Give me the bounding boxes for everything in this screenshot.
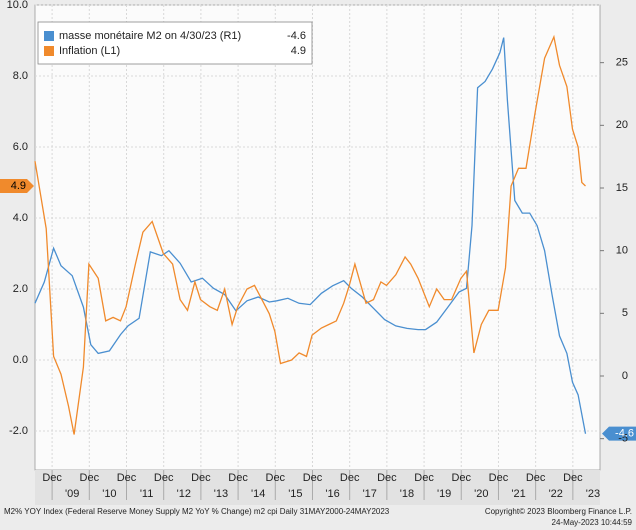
footer-source: M2% YOY Index (Federal Reserve Money Sup… (4, 507, 390, 516)
x-axis-band (35, 470, 600, 505)
x-tick-label: Dec (154, 472, 174, 484)
x-year-label: '11 (140, 488, 154, 500)
x-tick-label: Dec (340, 472, 360, 484)
legend-swatch (44, 31, 54, 41)
y2-tick-label: 0 (622, 370, 628, 382)
legend: masse monétaire M2 on 4/30/23 (R1) -4.6 In… (37, 21, 313, 65)
x-year-label: '14 (251, 488, 265, 500)
x-tick-label: Dec (80, 472, 100, 484)
legend-label: masse monétaire M2 on 4/30/23 (R1) (59, 30, 241, 42)
x-year-label: '10 (102, 488, 116, 500)
y-tick-label: 2.0 (13, 283, 28, 295)
x-tick-label: Dec (117, 472, 137, 484)
value-tag-label: -4.6 (615, 428, 634, 440)
series-line (34, 34, 586, 435)
x-tick-label: Dec (303, 472, 323, 484)
y-tick-label: 8.0 (13, 70, 28, 82)
x-tick-label: Dec (191, 472, 211, 484)
x-tick-label: Dec (451, 472, 471, 484)
y2-tick-label: 25 (616, 57, 628, 69)
y-tick-label: -2.0 (9, 425, 28, 437)
lines (0, 34, 636, 441)
x-tick-label: Dec (266, 472, 286, 484)
x-year-label: '20 (474, 488, 488, 500)
plot-area (34, 4, 601, 471)
value-tag (602, 426, 636, 441)
legend-label: Inflation (L1) (59, 45, 120, 57)
x-year-label: '17 (363, 488, 377, 500)
x-tick-label: Dec (377, 472, 397, 484)
legend-value: -4.6 (287, 30, 306, 42)
y2-tick-label: 15 (616, 182, 628, 194)
y-tick-label: 0.0 (13, 354, 28, 366)
legend-value: 4.9 (291, 45, 306, 57)
x-tick-label: Dec (489, 472, 509, 484)
x-year-label: '16 (325, 488, 339, 500)
legend-swatch (44, 46, 54, 56)
y-tick-label: 4.0 (13, 212, 28, 224)
y2-tick-label: 20 (616, 119, 628, 131)
x-year-label: '19 (437, 488, 451, 500)
value-tag-label: 4.9 (11, 180, 26, 192)
x-year-label: '18 (400, 488, 414, 500)
x-year-label: '12 (177, 488, 191, 500)
y2-tick-label: -5 (618, 433, 628, 445)
x-tick-label: Dec (563, 472, 583, 484)
x-year-label: '15 (288, 488, 302, 500)
x-year-label: '23 (586, 488, 600, 500)
x-tick-label: Dec (526, 472, 546, 484)
footer-timestamp: 24-May-2023 10:44:59 (552, 518, 633, 527)
y2-tick-label: 5 (622, 307, 628, 319)
x-tick-label: Dec (42, 472, 62, 484)
y-tick-label: 6.0 (13, 141, 28, 153)
series-line (34, 37, 587, 434)
x-year-label: '21 (511, 488, 525, 500)
footer-copyright: Copyright© 2023 Bloomberg Finance L.P. (485, 507, 632, 516)
labels: -2.0 0.0 2.0 4.0 6.0 8.0 10.0 -5 0 5 10 15 20 25 Dec De… (7, 0, 634, 500)
x-year-label: '09 (65, 488, 79, 500)
x-tick-label: Dec (228, 472, 248, 484)
x-tick-label: Dec (414, 472, 434, 484)
x-year-label: '13 (214, 488, 228, 500)
value-tag (0, 179, 34, 194)
legend-box (37, 21, 313, 65)
grid (35, 4, 604, 500)
y-tick-label: 10.0 (7, 0, 28, 11)
y2-tick-label: 10 (616, 245, 628, 257)
x-year-label: '22 (549, 488, 563, 500)
